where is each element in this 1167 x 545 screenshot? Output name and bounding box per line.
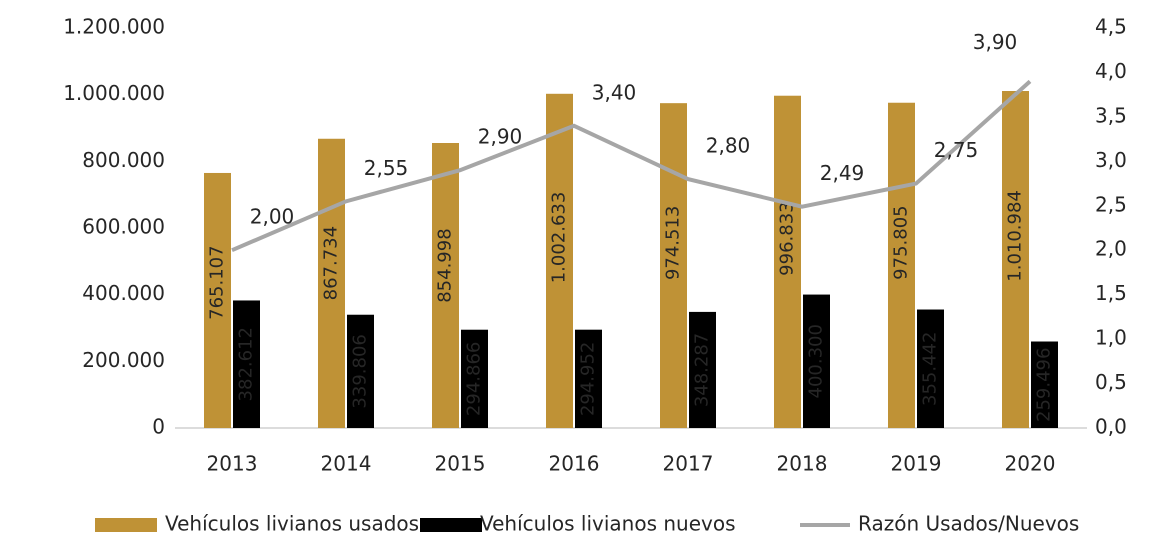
bar	[432, 143, 459, 428]
bar	[774, 95, 801, 428]
bar	[347, 314, 374, 428]
bar	[575, 329, 602, 428]
x-tick-label: 2018	[777, 452, 828, 476]
y-tick-label: 600.000	[82, 215, 165, 239]
y2-tick-label: 1,0	[1095, 326, 1127, 350]
bar-value-label: 854.998	[435, 228, 456, 302]
bar	[204, 172, 231, 428]
x-tick-label: 2013	[207, 452, 258, 476]
y-tick-label: 400.000	[82, 281, 165, 305]
bar	[660, 103, 687, 429]
legend-label: Vehículos livianos nuevos	[480, 512, 736, 536]
bar	[888, 102, 915, 429]
legend-swatch	[95, 518, 157, 532]
line-value-label: 3,90	[973, 30, 1018, 54]
bar-value-label: 339.806	[350, 334, 371, 408]
bar	[1031, 341, 1058, 428]
bar	[1002, 91, 1029, 428]
bar	[233, 300, 260, 428]
x-tick-label: 2014	[321, 452, 372, 476]
y2-tick-label: 0,5	[1095, 370, 1127, 394]
y2-tick-label: 3,0	[1095, 148, 1127, 172]
bar-value-label: 294.952	[578, 342, 599, 416]
bar	[461, 329, 488, 428]
line-value-label: 2,55	[364, 156, 409, 180]
line	[231, 79, 1032, 253]
y2-tick-label: 4,0	[1095, 59, 1127, 83]
legend-label: Vehículos livianos usados	[165, 512, 419, 536]
legend-label: Razón Usados/Nuevos	[858, 512, 1079, 536]
y2-tick-label: 1,5	[1095, 281, 1127, 305]
line-value-label: 2,49	[820, 161, 865, 185]
bar	[917, 309, 944, 428]
bar-value-label: 294.866	[464, 342, 485, 416]
bar	[803, 294, 830, 428]
line-value-label: 2,00	[250, 205, 295, 229]
bar-value-label: 355.442	[920, 332, 941, 406]
y-tick-label: 1.200.000	[63, 15, 165, 39]
bar-value-label: 1.010.984	[1005, 190, 1026, 282]
line-value-label: 3,40	[592, 80, 637, 104]
bar-value-label: 975.805	[891, 205, 912, 279]
bar-value-label: 996.833	[777, 201, 798, 275]
bar	[318, 138, 345, 428]
line-value-label: 2,90	[478, 125, 523, 149]
bar-value-label: 974.513	[663, 206, 684, 280]
line-value-label: 2,75	[934, 138, 979, 162]
y2-tick-label: 2,0	[1095, 237, 1127, 261]
y2-tick-label: 0,0	[1095, 415, 1127, 439]
bar-value-label: 400.300	[806, 324, 827, 398]
x-tick-label: 2016	[549, 452, 600, 476]
bar-value-label: 348.287	[692, 333, 713, 407]
bar-value-label: 867.734	[321, 226, 342, 300]
line-value-label: 2,80	[706, 134, 751, 158]
y-tick-label: 1.000.000	[63, 81, 165, 105]
bar-value-label: 382.612	[236, 327, 257, 401]
x-tick-label: 2015	[435, 452, 486, 476]
bar-value-label: 259.496	[1034, 348, 1055, 422]
bar	[546, 93, 573, 428]
bar-value-label: 765.107	[207, 245, 228, 319]
y2-tick-label: 3,5	[1095, 103, 1127, 127]
y-tick-label: 0	[152, 415, 165, 439]
y-tick-label: 200.000	[82, 348, 165, 372]
y2-tick-label: 2,5	[1095, 192, 1127, 216]
bar-value-label: 1.002.633	[549, 192, 570, 284]
x-tick-label: 2020	[1005, 452, 1056, 476]
legend-swatch	[420, 518, 482, 532]
y2-tick-label: 4,5	[1095, 15, 1127, 39]
y-tick-label: 800.000	[82, 148, 165, 172]
bar	[689, 311, 716, 428]
x-tick-label: 2019	[891, 452, 942, 476]
x-tick-label: 2017	[663, 452, 714, 476]
